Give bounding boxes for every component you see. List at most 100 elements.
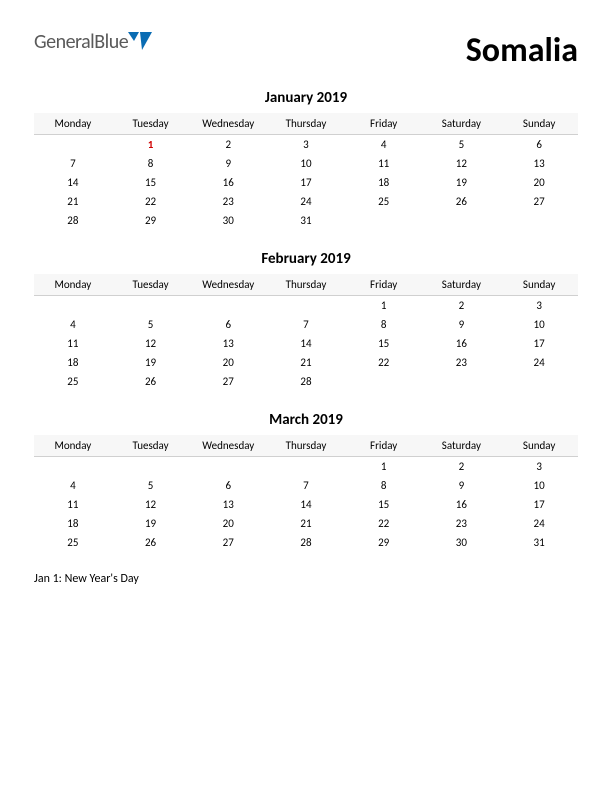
day-cell: 25	[34, 533, 112, 552]
day-header: Monday	[34, 435, 112, 457]
day-cell: 5	[112, 315, 190, 334]
day-cell	[423, 372, 501, 391]
day-cell: 30	[423, 533, 501, 552]
day-cell: 17	[500, 334, 578, 353]
day-cell: 14	[267, 495, 345, 514]
brand-logo: GeneralBlue	[34, 30, 152, 54]
day-cell	[345, 211, 423, 230]
day-cell: 5	[423, 135, 501, 155]
week-row: 25262728	[34, 372, 578, 391]
day-cell: 14	[34, 173, 112, 192]
day-cell: 28	[267, 533, 345, 552]
week-row: 45678910	[34, 315, 578, 334]
logo-word-general: General	[34, 30, 94, 54]
day-cell: 24	[500, 514, 578, 533]
day-cell: 29	[112, 211, 190, 230]
day-cell: 6	[500, 135, 578, 155]
calendars-container: January 2019MondayTuesdayWednesdayThursd…	[34, 89, 578, 552]
day-cell: 3	[500, 296, 578, 316]
day-cell: 8	[112, 154, 190, 173]
day-cell: 12	[423, 154, 501, 173]
day-cell: 10	[500, 476, 578, 495]
day-cell: 6	[189, 476, 267, 495]
day-cell	[189, 457, 267, 477]
day-cell: 9	[423, 315, 501, 334]
day-header: Friday	[345, 435, 423, 457]
week-row: 28293031	[34, 211, 578, 230]
day-cell: 31	[267, 211, 345, 230]
day-header: Tuesday	[112, 435, 190, 457]
day-cell: 12	[112, 334, 190, 353]
holiday-notes: Jan 1: New Year's Day	[34, 572, 578, 586]
month-table: MondayTuesdayWednesdayThursdayFridaySatu…	[34, 435, 578, 552]
day-cell: 1	[345, 296, 423, 316]
day-cell	[34, 135, 112, 155]
day-header: Saturday	[423, 113, 501, 135]
day-cell: 21	[34, 192, 112, 211]
day-cell: 19	[423, 173, 501, 192]
day-cell	[500, 372, 578, 391]
day-cell: 26	[112, 533, 190, 552]
week-row: 14151617181920	[34, 173, 578, 192]
day-cell: 26	[423, 192, 501, 211]
logo-mark-icon	[128, 32, 152, 52]
week-row: 18192021222324	[34, 353, 578, 372]
day-cell: 24	[267, 192, 345, 211]
week-row: 11121314151617	[34, 495, 578, 514]
day-cell: 18	[345, 173, 423, 192]
day-cell: 23	[423, 514, 501, 533]
day-cell: 10	[267, 154, 345, 173]
day-cell: 22	[112, 192, 190, 211]
week-row: 11121314151617	[34, 334, 578, 353]
month-title: February 2019	[34, 250, 578, 268]
day-cell: 20	[189, 353, 267, 372]
day-cell: 27	[189, 372, 267, 391]
week-row: 78910111213	[34, 154, 578, 173]
day-cell: 16	[423, 334, 501, 353]
day-cell	[345, 372, 423, 391]
day-cell: 18	[34, 514, 112, 533]
week-row: 123456	[34, 135, 578, 155]
day-cell: 13	[189, 495, 267, 514]
day-cell: 22	[345, 514, 423, 533]
day-cell: 6	[189, 315, 267, 334]
day-header: Sunday	[500, 435, 578, 457]
day-cell: 30	[189, 211, 267, 230]
day-header: Tuesday	[112, 274, 190, 296]
logo-word-blue: Blue	[94, 30, 128, 54]
day-cell: 3	[500, 457, 578, 477]
week-row: 25262728293031	[34, 533, 578, 552]
day-cell: 10	[500, 315, 578, 334]
day-cell: 11	[34, 334, 112, 353]
day-cell: 19	[112, 353, 190, 372]
day-cell: 17	[267, 173, 345, 192]
day-header: Wednesday	[189, 113, 267, 135]
week-row: 18192021222324	[34, 514, 578, 533]
day-cell: 23	[189, 192, 267, 211]
calendar-month: February 2019MondayTuesdayWednesdayThurs…	[34, 250, 578, 391]
day-header: Sunday	[500, 113, 578, 135]
day-cell	[34, 296, 112, 316]
day-cell: 4	[345, 135, 423, 155]
day-cell	[500, 211, 578, 230]
day-header: Saturday	[423, 274, 501, 296]
day-cell: 15	[345, 334, 423, 353]
day-header: Saturday	[423, 435, 501, 457]
day-cell: 4	[34, 315, 112, 334]
day-cell: 27	[500, 192, 578, 211]
day-cell: 16	[423, 495, 501, 514]
day-cell: 1	[345, 457, 423, 477]
day-header: Friday	[345, 113, 423, 135]
day-cell	[112, 296, 190, 316]
day-cell: 22	[345, 353, 423, 372]
page-header: GeneralBlue Somalia	[34, 30, 578, 71]
day-cell: 21	[267, 353, 345, 372]
day-cell: 14	[267, 334, 345, 353]
day-cell: 27	[189, 533, 267, 552]
day-header: Thursday	[267, 274, 345, 296]
day-header: Wednesday	[189, 435, 267, 457]
logo-text: GeneralBlue	[34, 30, 128, 54]
day-cell	[112, 457, 190, 477]
day-cell: 18	[34, 353, 112, 372]
day-cell: 2	[423, 296, 501, 316]
